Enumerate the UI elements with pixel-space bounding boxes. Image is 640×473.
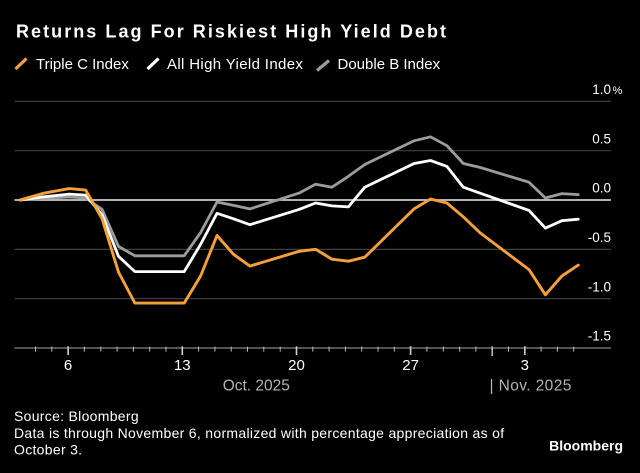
- svg-text:27: 27: [402, 357, 419, 374]
- svg-text:-1.5: -1.5: [588, 329, 611, 344]
- svg-text:%: %: [613, 85, 623, 97]
- svg-text:1.0: 1.0: [592, 82, 611, 97]
- svg-text:Source: Bloomberg: Source: Bloomberg: [14, 408, 139, 424]
- svg-text:| Nov. 2025: | Nov. 2025: [490, 378, 572, 395]
- svg-text:All High Yield Index: All High Yield Index: [167, 56, 303, 73]
- svg-text:-0.5: -0.5: [588, 230, 611, 245]
- svg-text:13: 13: [174, 357, 191, 374]
- svg-text:Oct. 2025: Oct. 2025: [223, 378, 290, 395]
- svg-text:-1.0: -1.0: [588, 279, 611, 294]
- svg-text:Bloomberg: Bloomberg: [549, 437, 623, 453]
- svg-text:6: 6: [64, 357, 72, 374]
- svg-text:0.5: 0.5: [592, 131, 611, 146]
- svg-text:Data is through November 6, no: Data is through November 6, normalized w…: [14, 425, 504, 441]
- svg-text:Returns Lag For Riskiest High: Returns Lag For Riskiest High Yield Debt: [16, 22, 448, 42]
- svg-text:Double B Index: Double B Index: [338, 56, 441, 73]
- svg-text:Triple C Index: Triple C Index: [36, 56, 129, 73]
- svg-text:20: 20: [288, 357, 305, 374]
- svg-text:October 3.: October 3.: [14, 442, 82, 458]
- svg-text:0.0: 0.0: [592, 181, 611, 196]
- svg-text:3: 3: [521, 357, 529, 374]
